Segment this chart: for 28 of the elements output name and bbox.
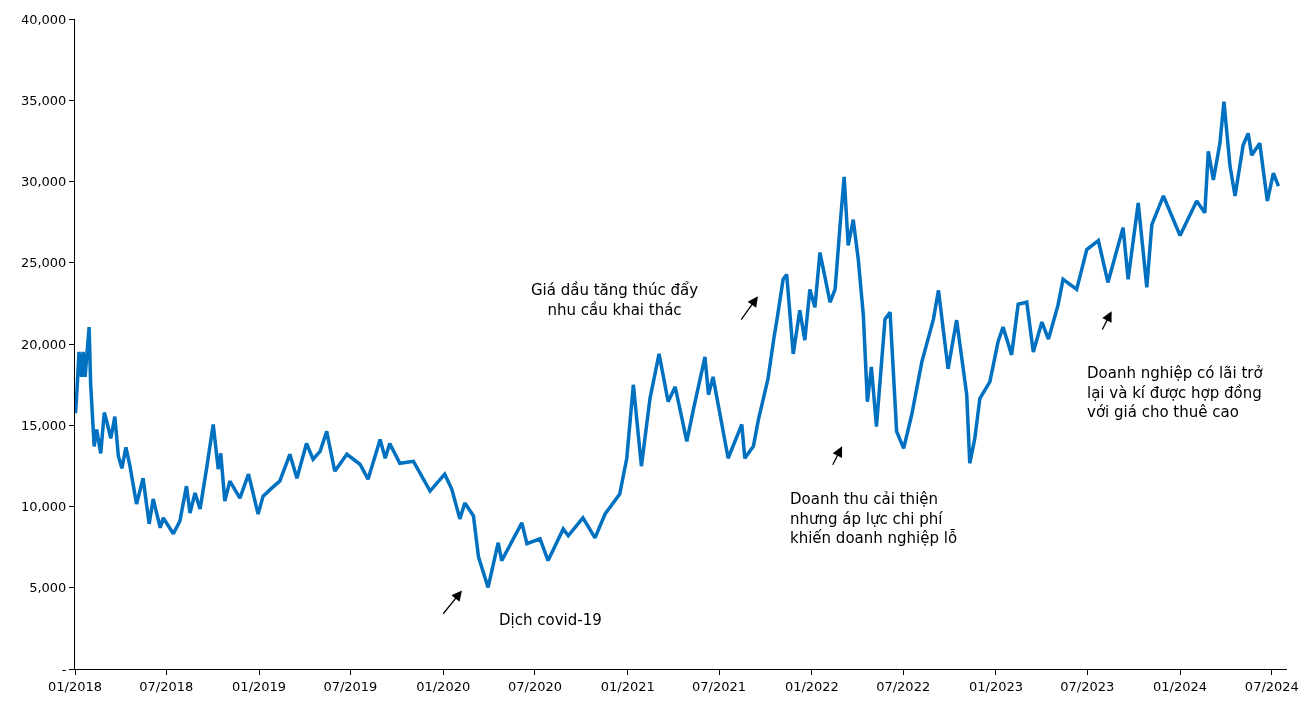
annotation: Doanh thu cải thiện nhưng áp lực chi phí khiến doanh nghiệp lỗ <box>790 490 958 547</box>
x-tick-label: 01/2021 <box>600 678 655 694</box>
x-tick-label: 07/2020 <box>507 678 562 694</box>
x-tick-label: 07/2023 <box>1060 678 1115 694</box>
y-tick-label: 30,000 <box>20 174 67 190</box>
x-tick-label: 07/2022 <box>876 678 931 694</box>
x-tick-label: 07/2021 <box>692 678 747 694</box>
x-tick-label: 01/2022 <box>784 678 839 694</box>
y-tick-label: 40,000 <box>20 11 67 27</box>
y-tick-label: 10,000 <box>20 499 67 515</box>
y-tick-label: - <box>61 661 67 677</box>
x-tick-label: 01/2018 <box>47 678 103 694</box>
y-tick-label: 5,000 <box>29 580 67 596</box>
y-tick-label: 25,000 <box>20 255 67 271</box>
x-tick-label: 07/2018 <box>139 678 194 694</box>
x-tick-label: 07/2024 <box>1244 678 1299 694</box>
y-tick-label: 20,000 <box>20 336 67 352</box>
line-series <box>75 99 1281 590</box>
x-tick-label: 01/2024 <box>1153 678 1208 694</box>
annotation: Doanh nghiệp có lãi trở lại và kí được hợp đồng với giá cho thuê cao <box>1087 364 1264 421</box>
annotation: Giá dầu tăng thúc đẩy nhu cầu khai thác <box>531 281 699 319</box>
y-tick-label: 15,000 <box>20 417 67 433</box>
y-tick-label: 35,000 <box>20 92 67 108</box>
x-tick-label: 07/2019 <box>323 678 378 694</box>
annotation: Dịch covid-19 <box>499 611 602 629</box>
x-tick-label: 01/2019 <box>232 678 287 694</box>
x-tick-label: 01/2020 <box>416 678 471 694</box>
x-tick-label: 01/2023 <box>968 678 1023 694</box>
